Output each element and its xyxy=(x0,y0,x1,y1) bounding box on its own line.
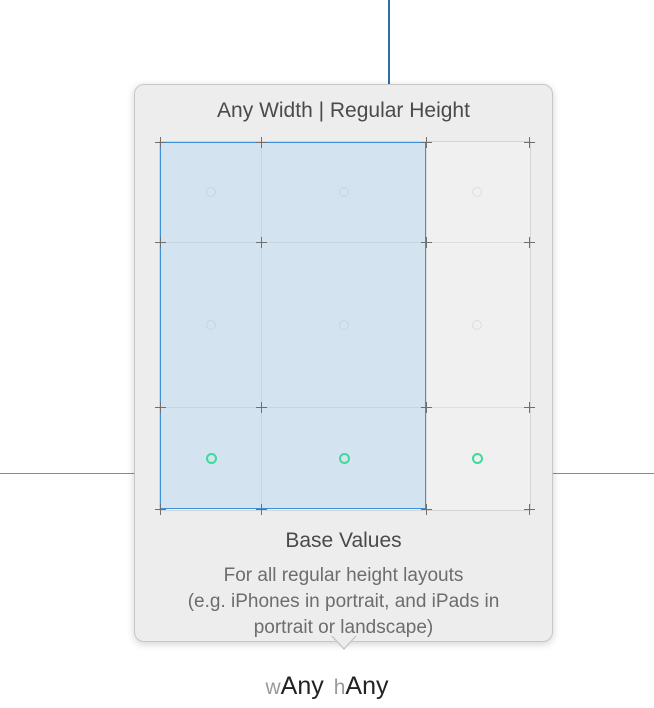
popover-title: Any Width | Regular Height xyxy=(217,99,470,122)
grid-corner-marker xyxy=(155,137,166,148)
grid-corner-marker xyxy=(155,504,166,515)
grid-corner-marker xyxy=(524,402,535,413)
grid-corner-marker xyxy=(524,137,535,148)
width-value: Any xyxy=(280,672,324,700)
description-line: For all regular height layouts xyxy=(223,565,464,586)
size-class-cell-dot-active[interactable] xyxy=(472,453,483,464)
height-value: Any xyxy=(345,672,389,700)
description-line: (e.g. iPhones in portrait, and iPads in xyxy=(187,591,500,612)
size-class-cell-dot[interactable] xyxy=(206,187,216,197)
base-values-description: For all regular height layouts (e.g. iPh… xyxy=(135,563,552,641)
grid-corner-marker xyxy=(256,137,267,148)
grid-corner-marker xyxy=(421,504,432,515)
size-class-cell-dot[interactable] xyxy=(339,187,349,197)
grid-corner-marker xyxy=(421,237,432,248)
grid-corner-marker xyxy=(524,237,535,248)
size-class-toggle[interactable]: wAny hAny xyxy=(0,672,654,701)
base-values-heading: Base Values xyxy=(285,529,402,552)
popover-arrow xyxy=(332,635,356,648)
size-class-cell-dot[interactable] xyxy=(206,320,216,330)
grid-corner-marker xyxy=(256,237,267,248)
grid-line xyxy=(160,242,530,243)
horizontal-guide-line-left xyxy=(0,473,136,474)
size-class-grid[interactable] xyxy=(155,137,535,515)
vertical-constraint-line xyxy=(388,0,390,86)
grid-line xyxy=(160,407,530,408)
selected-size-class-area xyxy=(160,142,426,509)
grid-line xyxy=(261,142,262,510)
grid-line xyxy=(426,142,427,510)
height-prefix: h xyxy=(333,676,346,699)
grid-corner-marker xyxy=(524,504,535,515)
description-line: portrait or landscape) xyxy=(253,617,434,638)
size-class-cell-dot[interactable] xyxy=(339,320,349,330)
grid-corner-marker xyxy=(155,237,166,248)
grid-corner-marker xyxy=(421,137,432,148)
size-class-popover: Any Width | Regular Height xyxy=(134,84,553,642)
grid-corner-marker xyxy=(256,402,267,413)
size-class-cell-dot-active[interactable] xyxy=(339,453,350,464)
grid-corner-marker xyxy=(256,504,267,515)
grid-corner-marker xyxy=(155,402,166,413)
size-class-cell-dot[interactable] xyxy=(472,320,482,330)
width-prefix: w xyxy=(265,676,281,699)
size-class-cell-dot-active[interactable] xyxy=(206,453,217,464)
size-class-cell-dot[interactable] xyxy=(472,187,482,197)
horizontal-guide-line-right xyxy=(551,473,654,474)
grid-corner-marker xyxy=(421,402,432,413)
